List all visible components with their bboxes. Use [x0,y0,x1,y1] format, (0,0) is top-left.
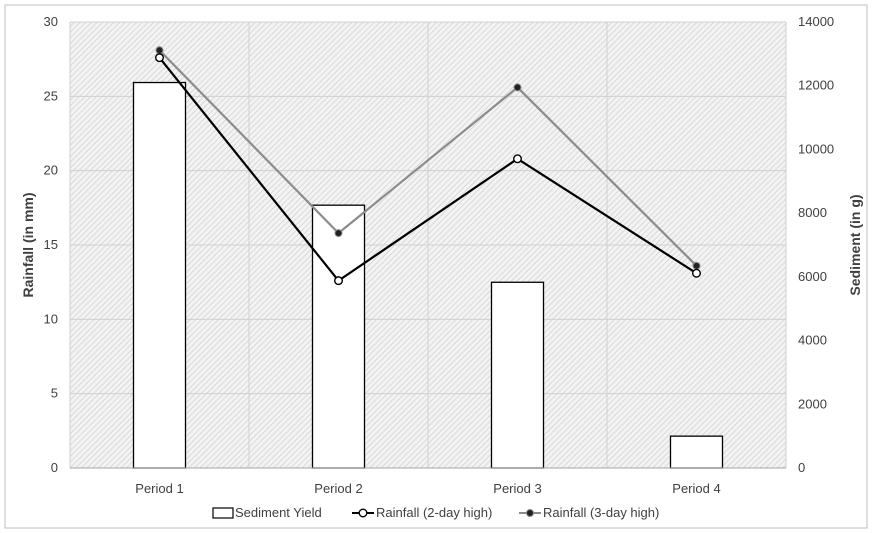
y2-tick-label: 0 [798,460,805,475]
y2-tick-label: 8000 [798,205,827,220]
lines [154,46,702,286]
legend-label-3day: Rainfall (3-day high) [543,505,659,520]
legend: Sediment Yield Rainfall (2-day high) Rainf… [212,505,659,520]
bar-sediment-yield [490,281,545,469]
point-rainfall-3day [155,46,164,55]
y-tick-label: 30 [44,14,58,29]
y-tick-label: 10 [44,311,58,326]
legend-marker-3day [526,509,534,517]
y-tick-label: 0 [51,460,58,475]
point-rainfall-3day [334,229,343,238]
point-rainfall-2day [513,154,523,164]
point-rainfall-2day [154,53,164,63]
x-tick-label: Period 4 [672,481,720,496]
legend-label-2day: Rainfall (2-day high) [376,505,492,520]
y2-tick-label: 10000 [798,141,834,156]
y-axis-title: Rainfall (in mm) [20,192,36,297]
point-rainfall-3day [692,261,701,270]
bars [132,81,724,469]
legend-swatch-sediment [212,507,234,519]
legend-label-sediment: Sediment Yield [235,505,322,520]
series-line-rainfall-2day [158,56,698,283]
series-line-rainfall-3day [158,49,698,267]
axes: 0 5 10 15 20 25 30 0 2000 4000 6000 8000 10000 12000 1… [44,14,835,496]
bar-sediment-yield [669,435,724,469]
y-tick-label: 15 [44,237,58,252]
y-tick-label: 5 [51,386,58,401]
x-tick-label: Period 2 [314,481,362,496]
bar-sediment-yield [311,204,366,469]
y2-axis-title: Sediment (in g) [847,194,863,295]
point-rainfall-3day [513,83,522,92]
y2-tick-label: 14000 [798,14,834,29]
y-tick-label: 25 [44,88,58,103]
y2-tick-label: 4000 [798,333,827,348]
bar-sediment-yield [132,81,187,469]
y2-tick-label: 12000 [798,78,834,93]
x-tick-label: Period 3 [493,481,541,496]
y2-tick-label: 6000 [798,269,827,284]
legend-marker-2day [358,508,368,518]
y-tick-label: 20 [44,163,58,178]
x-tick-label: Period 1 [135,481,183,496]
point-rainfall-2day [692,268,702,278]
point-rainfall-2day [334,276,344,286]
y2-tick-label: 2000 [798,396,827,411]
